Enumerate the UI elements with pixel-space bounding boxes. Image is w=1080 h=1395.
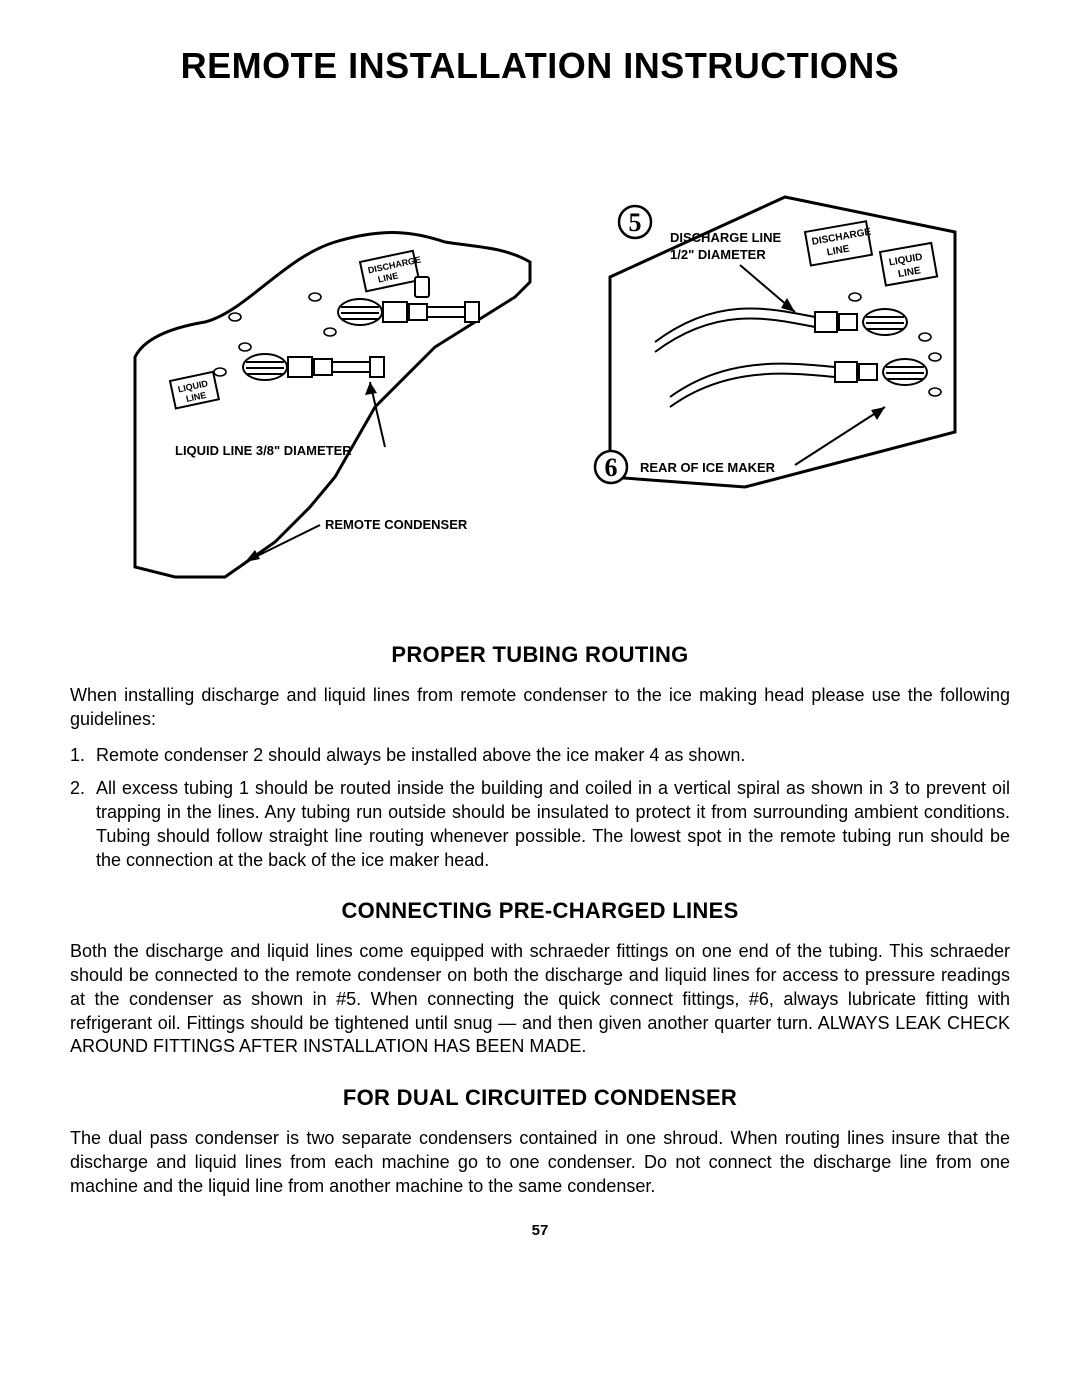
liquid-line-dim-label: LIQUID LINE 3/8" DIAMETER [175,443,352,458]
tubing-intro: When installing discharge and liquid lin… [70,684,1010,732]
list-item: 2.All excess tubing 1 should be routed i… [70,777,1010,872]
page-number: 57 [70,1222,1010,1239]
section-heading-tubing: PROPER TUBING ROUTING [70,642,1010,668]
section-heading-connecting: CONNECTING PRE-CHARGED LINES [70,898,1010,924]
list-item-text: Remote condenser 2 should always be inst… [96,745,745,765]
section-heading-dual: FOR DUAL CIRCUITED CONDENSER [70,1085,1010,1111]
installation-diagram: DISCHARGE LINE LIQUID LINE [115,147,965,597]
callout-6: 6 [605,453,618,482]
rear-ice-maker-label: REAR OF ICE MAKER [640,460,776,475]
callout-5: 5 [629,208,642,237]
tubing-guidelines-list: 1.Remote condenser 2 should always be in… [70,744,1010,873]
list-item-text: All excess tubing 1 should be routed ins… [96,778,1010,869]
list-item: 1.Remote condenser 2 should always be in… [70,744,1010,768]
dual-body: The dual pass condenser is two separate … [70,1127,1010,1198]
discharge-diam-label: 1/2" DIAMETER [670,247,766,262]
discharge-line-label: DISCHARGE LINE [670,230,782,245]
page-title: REMOTE INSTALLATION INSTRUCTIONS [70,45,1010,87]
remote-condenser-label: REMOTE CONDENSER [325,517,468,532]
connecting-body: Both the discharge and liquid lines come… [70,940,1010,1059]
